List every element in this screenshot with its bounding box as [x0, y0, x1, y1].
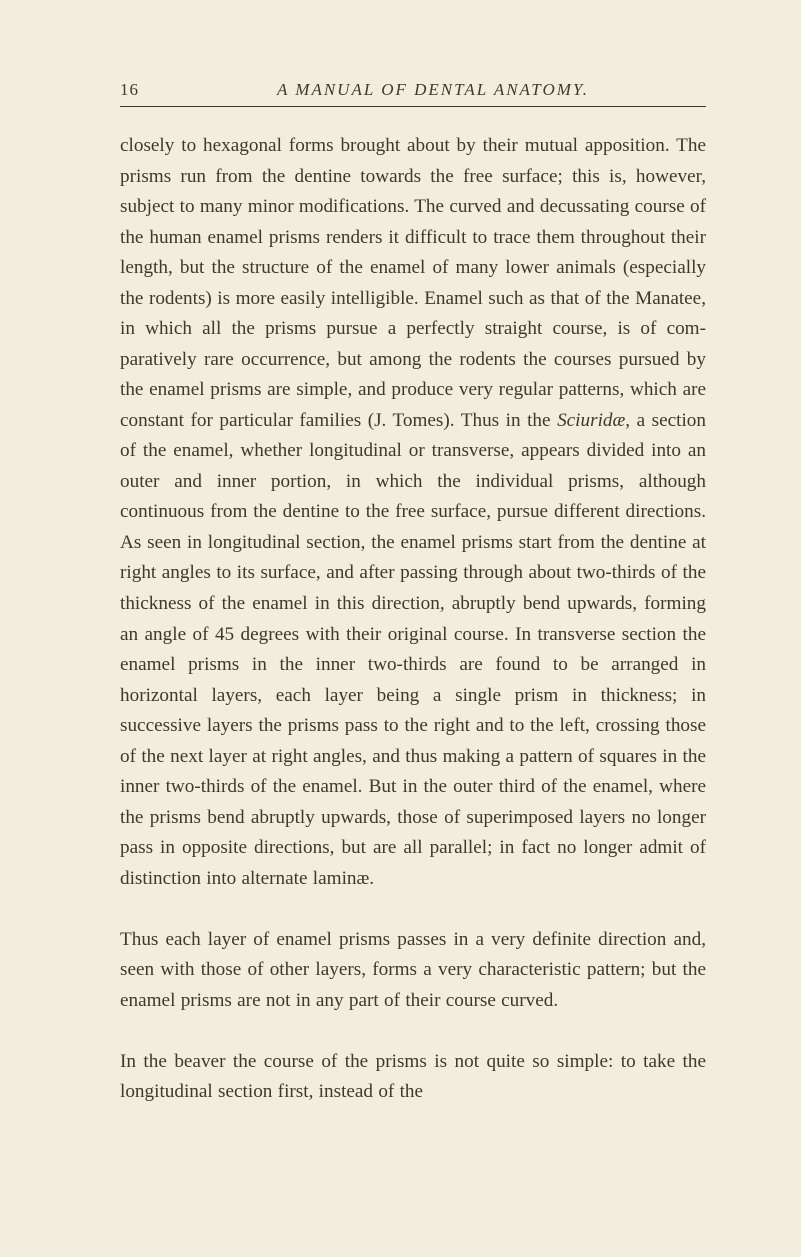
taxon-sciuridae: Sciuridæ: [557, 410, 625, 431]
document-page: 16 A MANUAL OF DENTAL ANATOMY. closely t…: [0, 0, 801, 1257]
body-paragraph-1b: , a section of the enamel, whether longi…: [120, 410, 706, 889]
running-title: A MANUAL OF DENTAL ANATOMY.: [160, 80, 706, 100]
page-number: 16: [120, 80, 160, 100]
body-paragraph-1a: closely to hexagonal forms brought about…: [120, 135, 706, 431]
header-rule: [120, 106, 706, 107]
body-text: closely to hexagonal forms brought about…: [120, 131, 706, 1108]
body-paragraph-3: In the beaver the course of the prisms i…: [120, 1051, 706, 1103]
running-head: 16 A MANUAL OF DENTAL ANATOMY.: [120, 80, 706, 100]
body-paragraph-2: Thus each layer of enamel prisms passes …: [120, 929, 706, 1011]
